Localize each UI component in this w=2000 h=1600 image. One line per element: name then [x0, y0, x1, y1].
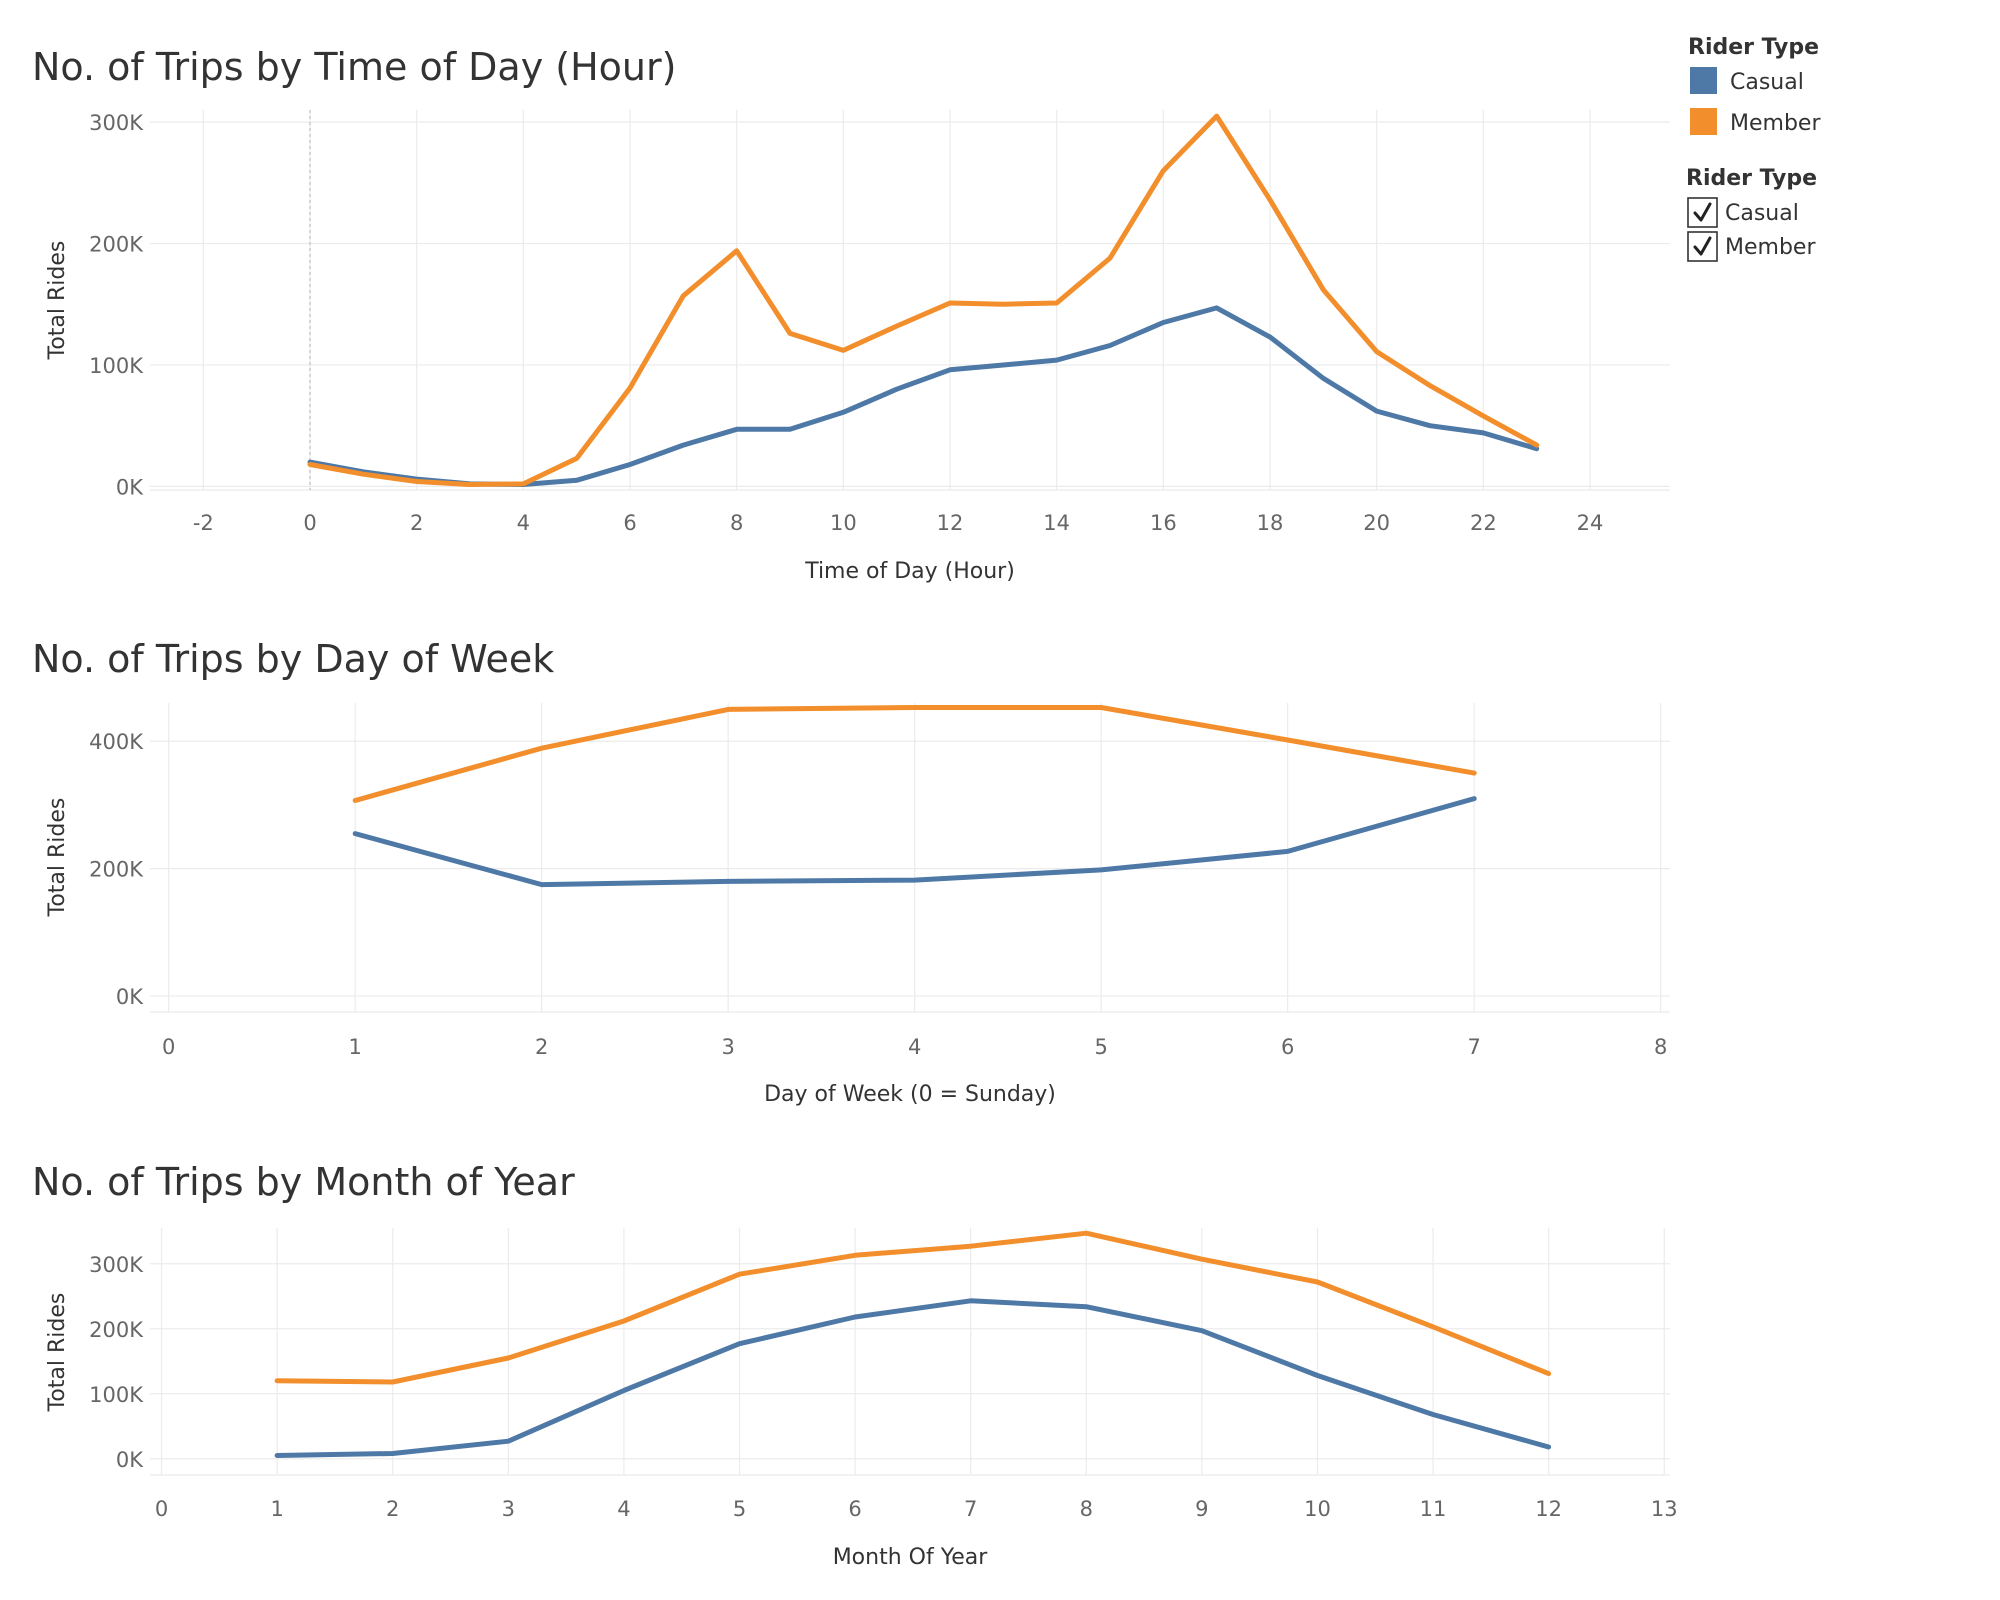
x-tick-label: 12 — [1535, 1497, 1562, 1521]
legend-item-member[interactable]: Member — [1690, 108, 1821, 136]
x-tick-label: 0 — [155, 1497, 168, 1521]
x-tick-label: -2 — [193, 511, 214, 535]
chart-2: No. of Trips by Day of Week 0 1 2 3 4 5 6 7 8 0K 20… — [32, 637, 1670, 1107]
legend-label-member: Member — [1730, 111, 1821, 136]
x-tick-label: 8 — [730, 511, 743, 535]
x-tick-label: 4 — [517, 511, 530, 535]
charts-group: No. of Trips by Time of Day (Hour)-2 0 2 4 6… — [32, 45, 1678, 1570]
x-axis-title: Month Of Year — [833, 1545, 989, 1570]
filter-label-casual: Casual — [1725, 201, 1799, 226]
x-tick-label: 0 — [162, 1035, 175, 1059]
x-tick-label: 2 — [386, 1497, 399, 1521]
filter-label-member: Member — [1725, 235, 1816, 260]
chart-1: No. of Trips by Time of Day (Hour)-2 0 2 4 6… — [32, 45, 1670, 584]
y-tick-label: 200K — [89, 1318, 144, 1342]
x-tick-label: 4 — [908, 1035, 921, 1059]
y-tick-label: 200K — [89, 858, 144, 882]
series-line-casual — [307, 305, 1540, 487]
chart-title: No. of Trips by Day of Week — [32, 637, 554, 681]
x-tick-label: 16 — [1150, 511, 1177, 535]
filter-checkbox-casual[interactable] — [1687, 197, 1718, 228]
legend-swatch-member — [1690, 108, 1717, 135]
x-tick-label: 0 — [303, 511, 316, 535]
y-tick-label: 300K — [89, 111, 144, 135]
filter-item-casual[interactable]: Casual — [1687, 197, 1799, 228]
x-tick-label: 10 — [1304, 1497, 1331, 1521]
x-tick-label: 6 — [623, 511, 636, 535]
x-tick-label: 9 — [1195, 1497, 1208, 1521]
y-tick-label: 0K — [116, 1448, 144, 1472]
y-axis-title: Total Rides — [45, 798, 70, 918]
x-tick-label: 6 — [1281, 1035, 1294, 1059]
x-axis-title: Day of Week (0 = Sunday) — [764, 1082, 1056, 1107]
y-tick-label: 100K — [89, 354, 144, 378]
check-icon — [1693, 202, 1712, 222]
legend-label-casual: Casual — [1730, 70, 1804, 95]
x-tick-label: 1 — [270, 1497, 283, 1521]
x-tick-label: 7 — [964, 1497, 977, 1521]
x-tick-label: 18 — [1257, 511, 1284, 535]
series-line-casual — [352, 796, 1477, 888]
x-tick-label: 13 — [1651, 1497, 1678, 1521]
y-tick-label: 200K — [89, 233, 144, 257]
x-tick-label: 8 — [1654, 1035, 1667, 1059]
series-line-casual — [274, 1298, 1552, 1458]
chart-title: No. of Trips by Time of Day (Hour) — [32, 45, 676, 89]
legend-swatch-casual — [1690, 67, 1717, 94]
series-line-member — [352, 705, 1477, 803]
x-tick-label: 11 — [1420, 1497, 1447, 1521]
y-tick-label: 100K — [89, 1383, 144, 1407]
y-axis-title: Total Rides — [45, 241, 70, 361]
x-tick-label: 1 — [348, 1035, 361, 1059]
y-tick-label: 300K — [89, 1253, 144, 1277]
x-tick-label: 12 — [937, 511, 964, 535]
x-tick-label: 3 — [721, 1035, 734, 1059]
chart-title: No. of Trips by Month of Year — [32, 1160, 575, 1204]
legend-item-casual[interactable]: Casual — [1690, 67, 1804, 95]
y-tick-label: 400K — [89, 730, 144, 754]
x-tick-label: 8 — [1080, 1497, 1093, 1521]
x-tick-label: 7 — [1467, 1035, 1480, 1059]
x-tick-label: 6 — [848, 1497, 861, 1521]
x-tick-label: 5 — [733, 1497, 746, 1521]
filter-checkbox-member[interactable] — [1687, 231, 1718, 262]
x-tick-label: 5 — [1094, 1035, 1107, 1059]
x-tick-label: 20 — [1363, 511, 1390, 535]
y-tick-label: 0K — [116, 985, 144, 1009]
y-tick-label: 0K — [116, 475, 144, 499]
x-tick-label: 2 — [535, 1035, 548, 1059]
x-tick-label: 10 — [830, 511, 857, 535]
filter-item-member[interactable]: Member — [1687, 231, 1816, 262]
x-tick-label: 2 — [410, 511, 423, 535]
color-legend-title: Rider Type — [1688, 35, 1819, 60]
x-axis-title: Time of Day (Hour) — [804, 559, 1015, 584]
series-line-member — [307, 113, 1540, 487]
check-icon — [1693, 236, 1712, 256]
x-tick-label: 4 — [617, 1497, 630, 1521]
legend-panel: Rider Type Casual Member Rider Type Casu… — [1686, 35, 1821, 262]
y-axis-title: Total Rides — [45, 1293, 70, 1413]
series-line-member — [274, 1230, 1552, 1385]
x-tick-label: 3 — [502, 1497, 515, 1521]
filter-legend-title: Rider Type — [1686, 166, 1817, 191]
x-tick-label: 22 — [1470, 511, 1497, 535]
x-tick-label: 24 — [1577, 511, 1604, 535]
x-tick-label: 14 — [1043, 511, 1070, 535]
